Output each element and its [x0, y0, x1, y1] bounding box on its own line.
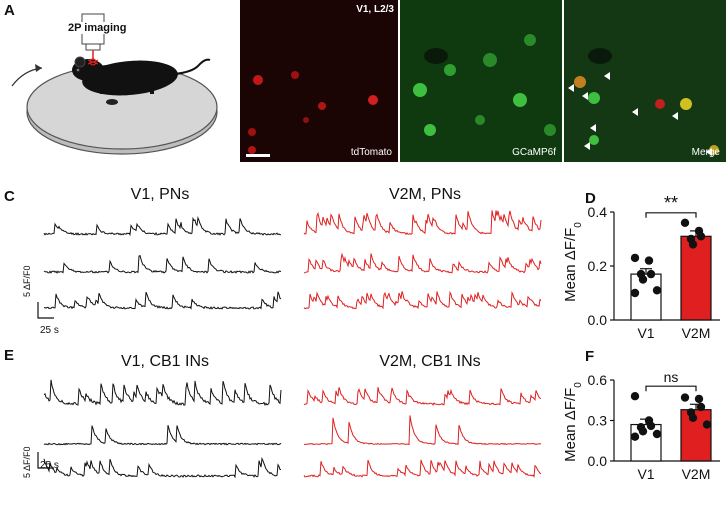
arrowhead-marker [584, 142, 590, 150]
scale-label-x-e: 25 s [40, 460, 59, 471]
arrowhead-marker [568, 84, 574, 92]
data-point [696, 402, 706, 412]
rotation-arrowhead [35, 64, 42, 72]
mouse-tail [174, 58, 211, 75]
arrowhead-marker [604, 72, 610, 80]
panel-letter-d: D [585, 190, 596, 207]
data-point [680, 393, 690, 402]
data-point [630, 392, 640, 401]
trace-title-v1-pns: V1, PNs [130, 186, 190, 203]
x-tick-label: V2M [682, 466, 711, 482]
trace-v1-cb1-1 [43, 379, 282, 406]
data-point [638, 427, 648, 436]
data-point [694, 394, 704, 404]
data-point [646, 421, 656, 431]
panel-letter-e: E [4, 347, 15, 364]
merge-label: Merge [691, 147, 720, 158]
x-tick-label: V2M [682, 325, 711, 341]
trace-title-v1-cb1: V1, CB1 INs [120, 353, 210, 370]
mouse-ear [74, 56, 86, 68]
gcamp-image: GCaMP6f [400, 0, 562, 162]
trace-v2m-pn-3 [303, 290, 542, 310]
data-point [652, 286, 662, 295]
significance-label: ns [664, 369, 679, 385]
data-point [696, 232, 706, 241]
bar-v2m [680, 235, 712, 321]
trace-v2m-pn-1 [303, 210, 542, 236]
trace-v1-pn-2 [43, 254, 282, 274]
y-axis-label: Mean ΔF/F0 [562, 222, 584, 302]
data-point [630, 432, 640, 441]
data-point [646, 269, 656, 279]
merge-image: Merge [564, 0, 726, 162]
gcamp-label: GCaMP6f [512, 147, 556, 158]
y-tick-label: 0.6 [588, 372, 608, 388]
arrowhead-marker [632, 108, 638, 116]
tdtomato-image: tdTomato V1, L2/3 [240, 0, 398, 162]
data-point [630, 253, 640, 263]
y-tick-label: 0.2 [588, 258, 608, 274]
trace-title-v2m-cb1: V2M, CB1 INs [379, 353, 481, 370]
trace-v2m-cb1-2 [303, 415, 542, 446]
mouse-wheel-illustration [11, 13, 218, 155]
y-tick-label: 0.3 [588, 413, 608, 429]
mouse-eye [76, 68, 80, 72]
scale-label-x-c: 25 s [40, 325, 59, 336]
wheel-hub [106, 99, 118, 105]
data-point [652, 429, 662, 439]
trace-v1-pn-3 [43, 291, 282, 310]
y-tick-label: 0.0 [588, 312, 608, 328]
y-tick-label: 0.0 [588, 453, 608, 469]
data-point [644, 256, 654, 265]
trace-v2m-cb1-1 [303, 386, 542, 406]
imaging-spot [89, 58, 97, 66]
trace-v1-pn-1 [43, 215, 282, 236]
data-point [638, 275, 648, 284]
panel-letter-c: C [4, 188, 15, 205]
significance-bracket [645, 385, 697, 392]
data-point [680, 218, 690, 227]
arrowhead-marker [672, 112, 678, 120]
trace-v1-cb1-3 [43, 456, 281, 479]
arrowhead-marker [706, 148, 712, 156]
significance-bracket [645, 212, 697, 218]
trace-v2m-pn-2 [303, 252, 542, 274]
arrowhead-marker [582, 92, 588, 100]
arrowhead-marker [590, 124, 596, 132]
data-point [688, 240, 698, 249]
mouse-body [82, 60, 178, 96]
trace-title-v2m-pns: V2M, PNs [388, 186, 461, 203]
data-point [630, 288, 640, 298]
panel-letter-f: F [585, 348, 595, 365]
region-label: V1, L2/3 [356, 4, 394, 15]
data-point [702, 420, 712, 429]
data-point [688, 413, 698, 422]
significance-label: ** [664, 193, 678, 213]
tdtomato-label: tdTomato [350, 147, 392, 158]
trace-v1-cb1-2 [43, 425, 282, 446]
y-axis-label: Mean ΔF/F0 [562, 382, 584, 462]
y-tick-label: 0.4 [588, 204, 608, 220]
trace-v2m-cb1-3 [303, 459, 542, 478]
scale-bar-c [37, 302, 54, 319]
scale-bar [246, 154, 270, 157]
scale-bar-e [37, 452, 54, 469]
panel-letter-a: A [4, 2, 15, 19]
x-tick-label: V1 [637, 466, 654, 482]
imaging-label: 2P imaging [66, 22, 129, 34]
x-tick-label: V1 [637, 325, 654, 341]
